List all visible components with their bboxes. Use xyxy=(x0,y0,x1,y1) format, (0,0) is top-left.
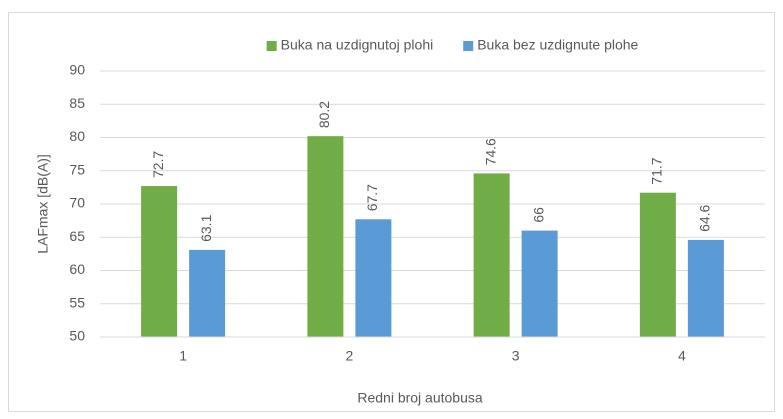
data-label: 64.6 xyxy=(697,204,713,231)
y-axis-label: LAFmax [dB(A)] xyxy=(35,154,51,254)
x-tick-label: 2 xyxy=(345,348,353,364)
y-tick-label: 90 xyxy=(69,62,85,78)
data-label: 71.7 xyxy=(649,157,665,184)
y-tick-label: 85 xyxy=(69,95,85,111)
bar xyxy=(355,219,392,337)
y-tick-label: 55 xyxy=(69,294,85,310)
data-label: 80.2 xyxy=(316,101,332,128)
bar xyxy=(687,239,724,337)
y-tick-label: 70 xyxy=(69,195,85,211)
x-axis-label: Redni broj autobusa xyxy=(357,390,483,406)
data-label: 74.6 xyxy=(482,138,498,165)
legend-label: Buka bez uzdignute plohe xyxy=(477,37,638,53)
data-label: 66 xyxy=(530,207,546,223)
y-tick-label: 65 xyxy=(69,228,85,244)
x-tick-label: 1 xyxy=(179,348,187,364)
y-tick-label: 75 xyxy=(69,161,85,177)
data-label: 67.7 xyxy=(364,184,380,211)
legend-swatch xyxy=(463,41,474,51)
data-label: 72.7 xyxy=(150,151,166,178)
y-tick-label: 80 xyxy=(69,128,85,144)
bar xyxy=(473,173,510,337)
y-tick-label: 50 xyxy=(69,328,85,344)
bar xyxy=(307,136,344,337)
x-tick-label: 4 xyxy=(678,348,686,364)
legend-swatch xyxy=(266,41,277,51)
bar xyxy=(639,192,676,337)
x-tick-label: 3 xyxy=(512,348,520,364)
y-tick-label: 60 xyxy=(69,261,85,277)
data-label: 63.1 xyxy=(198,214,214,241)
bar xyxy=(141,186,178,337)
bar xyxy=(521,230,558,337)
bar xyxy=(189,249,226,337)
legend-label: Buka na uzdignutoj plohi xyxy=(281,37,434,53)
